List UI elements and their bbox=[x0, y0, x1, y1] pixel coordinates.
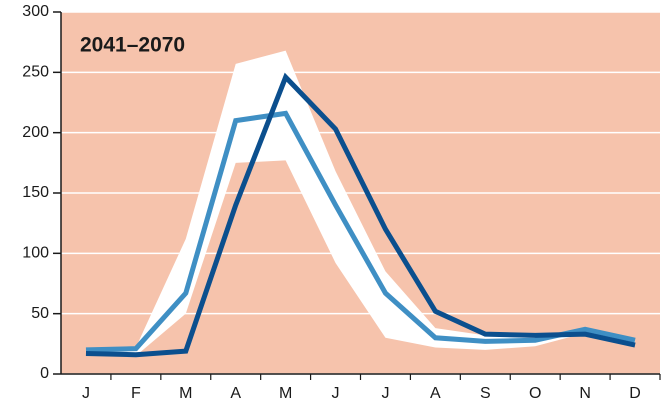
y-tick-label: 150 bbox=[22, 184, 49, 201]
y-tick-label: 200 bbox=[22, 124, 49, 141]
x-tick-label: M bbox=[279, 385, 292, 402]
y-tick-label: 0 bbox=[40, 365, 49, 382]
x-tick-label: M bbox=[179, 385, 192, 402]
x-tick-label: J bbox=[82, 385, 90, 402]
x-tick-label: S bbox=[480, 385, 491, 402]
x-tick-label: A bbox=[230, 385, 241, 402]
x-tick-label: D bbox=[629, 385, 641, 402]
x-tick-label: F bbox=[131, 385, 141, 402]
x-tick-label: A bbox=[430, 385, 441, 402]
series-line bbox=[85, 110, 636, 353]
y-tick-label: 50 bbox=[31, 305, 49, 322]
x-tick-label: O bbox=[529, 385, 541, 402]
x-tick-label: J bbox=[332, 385, 340, 402]
chart-title: 2041–2070 bbox=[80, 34, 185, 57]
series-line bbox=[85, 72, 636, 358]
y-tick-label: 100 bbox=[22, 245, 49, 262]
range-band bbox=[85, 50, 636, 356]
x-tick-label: J bbox=[381, 385, 389, 402]
x-tick-label: N bbox=[579, 385, 591, 402]
y-tick-label: 250 bbox=[22, 64, 49, 81]
y-tick-label: 300 bbox=[22, 3, 49, 20]
